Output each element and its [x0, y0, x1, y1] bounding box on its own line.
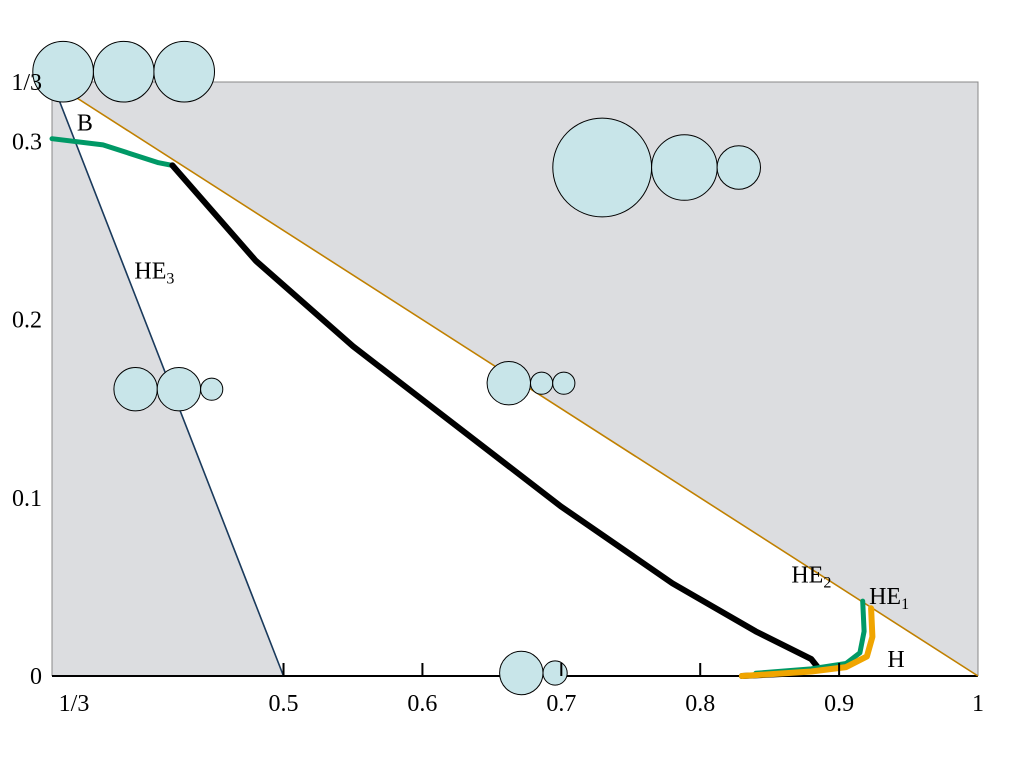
- bubble-cluster-mid-center: [486, 361, 576, 406]
- bubble: [542, 660, 568, 686]
- bubble: [153, 40, 215, 103]
- y-tick-label: 1/3: [11, 70, 42, 96]
- region-label-text: B: [77, 111, 93, 137]
- region-label-subscript: 3: [166, 271, 174, 288]
- he1-orange-curve: [738, 605, 876, 679]
- region-label-text: HE: [869, 584, 901, 610]
- bubble: [530, 371, 554, 395]
- region-label-he3: HE3: [134, 259, 174, 288]
- y-tick-label: 0.1: [12, 486, 42, 512]
- y-tick-label: 0: [30, 664, 42, 690]
- bubble: [92, 40, 155, 103]
- region-label-he2: HE2: [791, 562, 831, 591]
- region-label-subscript: 2: [823, 574, 831, 591]
- bubble: [716, 145, 761, 190]
- bubble-cluster-mid-left: [113, 367, 224, 412]
- bubble: [499, 650, 544, 696]
- x-tick-label: 0.8: [685, 691, 715, 717]
- region-label-b: B: [77, 111, 93, 137]
- y-tick-label: 0.3: [12, 129, 42, 155]
- x-tick-label: 1/3: [59, 691, 90, 717]
- x-tick-label: 0.6: [407, 691, 437, 717]
- bubble: [156, 367, 202, 412]
- bubble-cluster-top-left: [32, 40, 215, 103]
- region-label-text: HE: [791, 562, 823, 588]
- region-label-text: HE: [134, 259, 166, 285]
- axis-ticks: 1/3 0.5 0.6 0.7 0.8 0.9 1 0 0.1 0.2 0.3 1/3: [11, 70, 984, 717]
- region-label-text: H: [887, 647, 904, 673]
- bubble: [113, 367, 158, 412]
- y-tick-label: 0.2: [12, 308, 42, 334]
- bubble: [552, 371, 576, 395]
- x-tick-label: 0.5: [269, 691, 299, 717]
- x-tick-label: 1: [972, 691, 984, 717]
- he3-curve: [49, 136, 175, 168]
- bubble-cluster-bottom-center: [499, 650, 568, 696]
- plot-frame-border: [51, 81, 979, 676]
- bubble: [486, 361, 531, 406]
- bubble: [552, 117, 653, 218]
- region-label-he1: HE1: [869, 584, 909, 613]
- bubble: [200, 377, 224, 401]
- bubble-clusters: [32, 40, 761, 696]
- region-label-subscript: 1: [901, 596, 909, 613]
- region-label-h: H: [887, 647, 904, 673]
- x-tick-label: 0.9: [824, 691, 854, 717]
- bubble: [651, 134, 718, 201]
- x-tick-label: 0.7: [546, 691, 576, 717]
- phase-curves: [49, 136, 876, 679]
- bubble-cluster-upper-right: [552, 117, 761, 218]
